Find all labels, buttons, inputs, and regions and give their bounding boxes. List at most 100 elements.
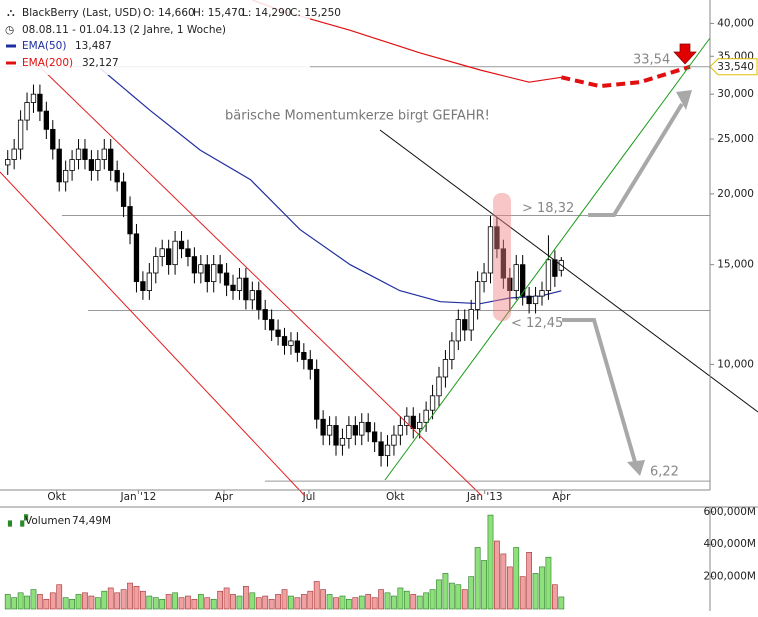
candle-body [249, 290, 255, 301]
volume-bar [37, 594, 43, 610]
candle-body [532, 295, 539, 305]
volume-bar [210, 598, 217, 610]
candle-body [281, 336, 288, 346]
candle-body [95, 159, 101, 171]
volume-bar [410, 594, 417, 610]
volume-bar [352, 597, 359, 610]
volume-bar [217, 590, 224, 610]
level-label: < 12,45 [511, 316, 563, 331]
volume-bar [17, 592, 24, 610]
candle-body [507, 277, 513, 291]
ema-line [560, 64, 691, 89]
level-label: 33,54 [633, 52, 670, 67]
candle-body [146, 272, 152, 291]
volume-bar [178, 597, 185, 610]
candle-body [301, 351, 307, 360]
volume-bar [506, 566, 513, 610]
volume-bar [127, 582, 133, 610]
arrowhead [676, 90, 692, 110]
candle-body [417, 421, 423, 430]
y-tick-label: 600,000M [704, 506, 756, 518]
volume-bar [423, 592, 430, 610]
volume-bar [403, 590, 410, 610]
candle-body [462, 319, 468, 331]
volume-bar [442, 573, 449, 610]
candle-body [365, 421, 371, 433]
volume-bar [500, 553, 507, 610]
volume-title: Volumen [25, 515, 71, 527]
candle-body [223, 272, 230, 286]
annotation: bärische Momentumkerze birgt GEFAHR! [225, 109, 490, 124]
candle-body [378, 441, 384, 457]
uptrend-line [384, 37, 711, 481]
candle-body [140, 281, 146, 291]
y-tick-label: 200,000M [704, 571, 756, 583]
volume-bar [300, 594, 307, 610]
candle-body [481, 272, 487, 283]
candle-body [17, 119, 24, 150]
candle-body [43, 110, 49, 130]
candle-body [159, 248, 165, 257]
volume-bar [384, 592, 391, 610]
volume-bar [30, 589, 37, 610]
candle-body [397, 425, 404, 436]
volume-bar [62, 597, 69, 610]
y-tick-label: 10,000 [717, 358, 754, 370]
volume-bar [159, 598, 166, 610]
down-arrow-icon [673, 43, 697, 65]
volume-bar [429, 589, 436, 610]
volume-bar [545, 556, 552, 610]
date-range: 08.08.11 - 01.04.13 (2 Jahre, 1 Woche) [22, 24, 226, 36]
candle-body [120, 181, 127, 207]
volume-value: 74,49M [72, 515, 111, 527]
volume-bar [513, 547, 520, 610]
candle-body [198, 264, 204, 274]
volume-bar [391, 595, 397, 610]
candle-body [275, 329, 281, 337]
volume-bar [185, 595, 191, 610]
volume-bar [197, 594, 204, 610]
volume-bar [519, 576, 526, 610]
x-tick-label: Jan '13 [466, 491, 503, 503]
volume-bar [436, 579, 442, 610]
volume-bar [94, 597, 101, 610]
volume-bar [88, 595, 95, 610]
candle-body [56, 148, 62, 183]
arrowhead [627, 460, 645, 476]
clock-icon: ◷ [5, 24, 14, 36]
volume-bar [288, 595, 294, 610]
volume-bar [551, 584, 558, 610]
candle-body [204, 264, 210, 283]
volume-bar [275, 594, 281, 610]
candle-body [230, 284, 236, 291]
volume-bar [107, 587, 114, 610]
volume-bar [165, 594, 172, 610]
candle-body [30, 93, 37, 103]
volume-bar [461, 589, 468, 610]
volume-bar [24, 595, 30, 610]
volume-bar [43, 598, 50, 610]
candle-body [545, 259, 552, 291]
x-tick-label: Jan '12 [120, 491, 157, 503]
y-tick-label: 20,000 [717, 188, 754, 200]
candle-body [410, 415, 416, 430]
volume-bar [294, 597, 301, 610]
volume-bar [114, 592, 121, 610]
volume-bar [558, 596, 565, 610]
candle-body [69, 159, 75, 171]
candle-body [191, 256, 198, 274]
highlight [493, 193, 511, 321]
candle-body [114, 170, 120, 183]
symbol-name: BlackBerry (Last, USD) [22, 7, 141, 19]
x-tick-label: Jul [302, 491, 316, 503]
channel-line [37, 64, 483, 497]
candle-body [468, 309, 474, 331]
candle-body [494, 226, 500, 250]
volume-bar [191, 598, 198, 610]
candle-body [346, 425, 352, 439]
candle-body [442, 359, 449, 378]
candle-body [217, 264, 223, 274]
candle-body [127, 206, 133, 235]
